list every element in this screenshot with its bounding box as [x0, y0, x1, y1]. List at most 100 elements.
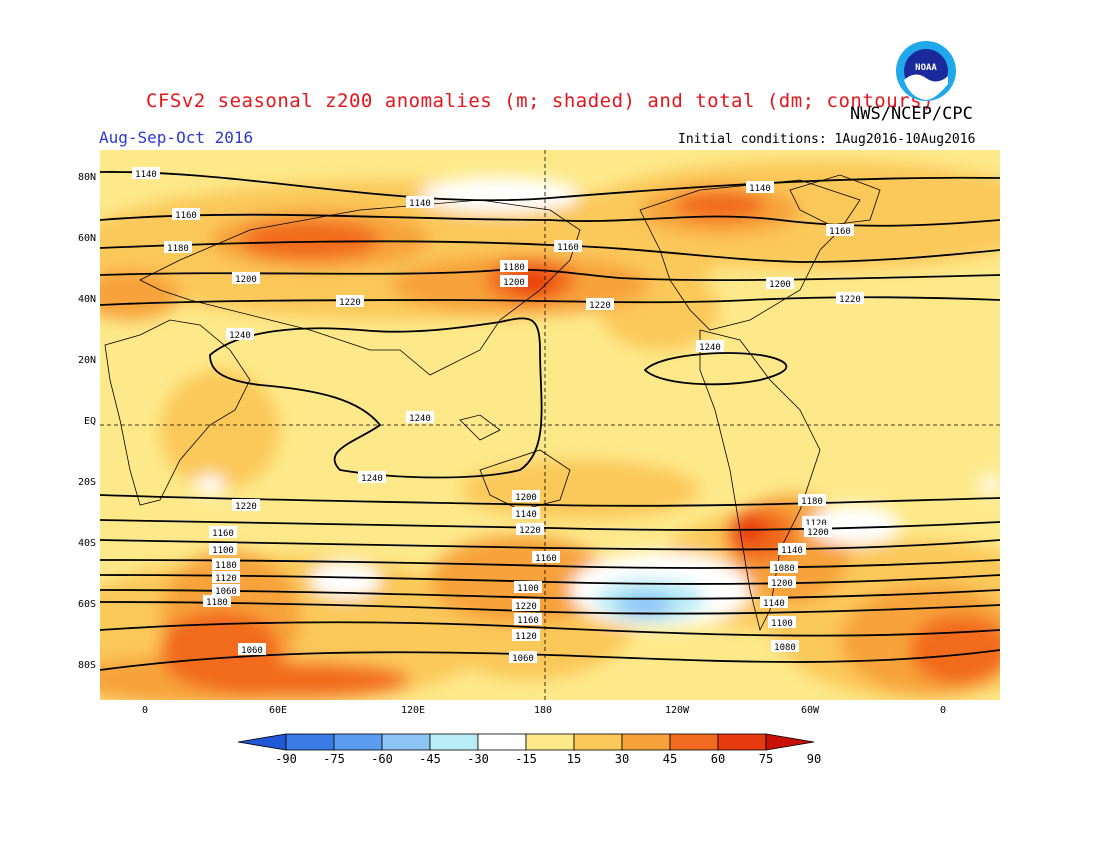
noaa-logo: NOAA	[896, 41, 956, 101]
svg-text:1180: 1180	[167, 244, 189, 254]
contour-label: 1120	[512, 629, 540, 642]
colorbar-swatch	[333, 733, 383, 751]
svg-text:1100: 1100	[212, 546, 234, 556]
contour-label: 1180	[212, 558, 240, 571]
svg-text:1060: 1060	[512, 654, 534, 664]
svg-text:1180: 1180	[503, 263, 525, 273]
contour-label: 1220	[232, 499, 260, 512]
svg-text:1160: 1160	[557, 243, 579, 253]
colorbar-swatch	[573, 733, 623, 751]
contour-label: 1200	[804, 525, 832, 538]
contour-label: 1220	[516, 523, 544, 536]
reference-lines	[100, 150, 1000, 700]
svg-text:1140: 1140	[763, 599, 785, 609]
contour-label: 1060	[509, 651, 537, 664]
lon-tick-label: 120W	[664, 705, 690, 716]
svg-text:1140: 1140	[135, 170, 157, 180]
svg-text:1060: 1060	[215, 587, 237, 597]
colorbar-swatch	[669, 733, 719, 751]
svg-text:1160: 1160	[175, 211, 197, 221]
colorbar-arrow-high	[765, 733, 815, 751]
svg-text:1220: 1220	[519, 526, 541, 536]
contour-label: 1180	[164, 241, 192, 254]
colorbar-label: 90	[807, 752, 821, 766]
lat-tick-label: 80S	[77, 660, 96, 671]
colorbar-label: 75	[759, 752, 773, 766]
height-contours	[100, 171, 1000, 671]
svg-text:1160: 1160	[517, 616, 539, 626]
lon-tick-label: 60E	[268, 705, 288, 716]
contour-label: 1220	[836, 292, 864, 305]
svg-text:1080: 1080	[773, 564, 795, 574]
svg-text:1160: 1160	[535, 554, 557, 564]
contour-label: 1240	[696, 340, 724, 353]
contour-label: 1140	[512, 507, 540, 520]
contour-label: 1200	[500, 275, 528, 288]
lat-tick-label: EQ	[83, 416, 96, 427]
contour-label: 1200	[766, 277, 794, 290]
contour-label: 1160	[172, 208, 200, 221]
contour-label: 1080	[771, 640, 799, 653]
colorbar-label: -75	[323, 752, 345, 766]
contour-label: 1160	[554, 240, 582, 253]
contour-label: 1180	[798, 494, 826, 507]
svg-text:1180: 1180	[206, 598, 228, 608]
colorbar-swatch	[621, 733, 671, 751]
colorbar-swatch	[429, 733, 479, 751]
contour-label: 1180	[203, 595, 231, 608]
anomaly-map: 1140 1140 1140 1160 1160 1160 1180 1180 1200 1200…	[100, 150, 1000, 700]
lat-tick-label: 40S	[77, 538, 96, 549]
svg-text:1240: 1240	[409, 414, 431, 424]
contour-label: 1200	[512, 490, 540, 503]
svg-text:1240: 1240	[229, 331, 251, 341]
svg-text:1100: 1100	[771, 619, 793, 629]
contour-label: 1160	[209, 526, 237, 539]
svg-text:1120: 1120	[215, 574, 237, 584]
lon-tick-label: 60W	[800, 705, 820, 716]
colorbar-swatch	[717, 733, 767, 751]
svg-text:1200: 1200	[515, 493, 537, 503]
contour-label: 1080	[770, 561, 798, 574]
lat-tick-label: 20N	[77, 355, 96, 366]
contour-label: 1240	[358, 471, 386, 484]
colorbar-swatch	[525, 733, 575, 751]
contour-label: 1100	[514, 581, 542, 594]
initial-conditions: Initial conditions: 1Aug2016-10Aug2016	[678, 132, 976, 147]
contour-label: 1220	[336, 295, 364, 308]
svg-text:1240: 1240	[361, 474, 383, 484]
svg-text:1240: 1240	[699, 343, 721, 353]
contour-label: 1240	[406, 411, 434, 424]
colorbar-label: 30	[615, 752, 629, 766]
contour-label: 1160	[532, 551, 560, 564]
colorbar-swatch	[477, 733, 527, 751]
contour-label: 1140	[132, 167, 160, 180]
forecast-period: Aug-Sep-Oct 2016	[99, 128, 254, 147]
colorbar-swatch	[285, 733, 335, 751]
colorbar-label: -60	[371, 752, 393, 766]
svg-text:1140: 1140	[515, 510, 537, 520]
contour-label: 1140	[778, 543, 806, 556]
chart-title: CFSv2 seasonal z200 anomalies (m; shaded…	[146, 90, 934, 112]
svg-text:1200: 1200	[235, 275, 257, 285]
svg-text:1200: 1200	[769, 280, 791, 290]
contour-label: 1240	[226, 328, 254, 341]
agency-label: NWS/NCEP/CPC	[850, 104, 973, 124]
svg-text:1220: 1220	[589, 301, 611, 311]
lat-tick-label: 40N	[77, 294, 96, 305]
svg-text:1120: 1120	[805, 519, 827, 529]
contour-label: 1200	[768, 576, 796, 589]
contour-label: 1200	[232, 272, 260, 285]
contour-label: 1100	[209, 543, 237, 556]
svg-text:1220: 1220	[339, 298, 361, 308]
contour-label: 1140	[746, 181, 774, 194]
lat-tick-label: 20S	[77, 477, 96, 488]
svg-text:1140: 1140	[409, 199, 431, 209]
svg-text:1200: 1200	[807, 528, 829, 538]
svg-text:1220: 1220	[235, 502, 257, 512]
svg-text:1080: 1080	[774, 643, 796, 653]
contour-label: 1220	[586, 298, 614, 311]
contour-label: 1160	[514, 613, 542, 626]
contour-label: 1120	[212, 571, 240, 584]
contour-label: 1060	[238, 643, 266, 656]
svg-text:1100: 1100	[517, 584, 539, 594]
